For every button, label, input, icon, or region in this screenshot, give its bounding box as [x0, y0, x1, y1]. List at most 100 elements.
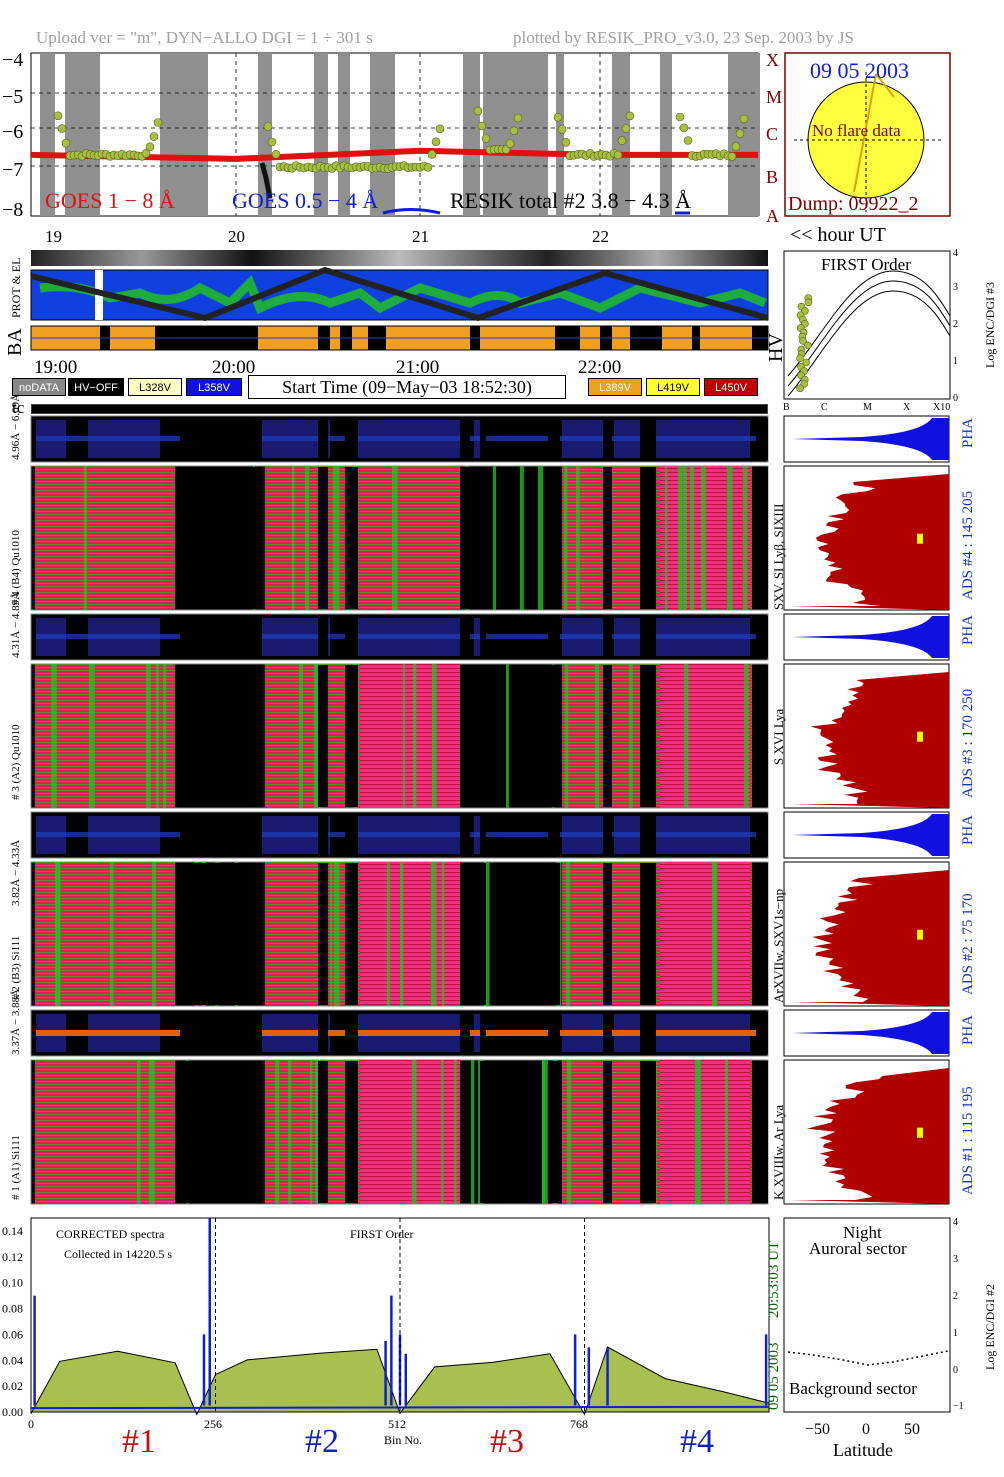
spectrogram-gap	[756, 1061, 768, 1203]
resik-point	[57, 124, 67, 133]
pha-gap	[180, 814, 262, 856]
spectrogram-gap	[460, 863, 470, 1005]
spectrogram-column	[288, 1060, 292, 1204]
ads-histogram	[790, 870, 949, 1006]
legend-l419v: L419V	[646, 378, 700, 396]
channel-mark-4: #4	[680, 1423, 714, 1460]
resik-point	[553, 113, 563, 122]
spectrogram-column	[330, 862, 333, 1006]
spectrogram-column	[156, 664, 159, 808]
spectrogram-block	[35, 664, 175, 808]
night-panel: Night Auroral sector Background sector −…	[783, 1217, 964, 1460]
ads-marker	[917, 929, 923, 940]
spectrogram-gap	[756, 863, 768, 1005]
resik-point	[61, 138, 71, 148]
spectrogram-gap	[640, 665, 656, 807]
first-order-point	[796, 354, 804, 362]
resik-point	[431, 137, 441, 147]
night-title-2: Auroral sector	[809, 1239, 907, 1258]
goes-band	[258, 53, 272, 216]
spectrogram-gap	[345, 863, 358, 1005]
spectrogram-column	[566, 862, 570, 1006]
channel-mark-3: #3	[490, 1423, 524, 1460]
resik-point	[509, 126, 519, 136]
spectrogram-gap	[640, 863, 656, 1005]
pha-gap	[756, 814, 768, 856]
resik-point	[141, 149, 151, 158]
spectrogram-column	[454, 1060, 457, 1204]
ch4-ads: ADS #4 : 145 205	[960, 490, 976, 600]
spectrogram-gap	[180, 467, 262, 609]
spectrogram-gap	[460, 665, 470, 807]
class-a: A	[766, 206, 779, 226]
first-order-point	[799, 337, 807, 345]
first-order-panel: FIRST Order 0 1 2 3 4 B C M X X10	[783, 248, 958, 413]
bin-tick: 768	[570, 1417, 588, 1431]
class-b: B	[766, 167, 778, 187]
resik-point	[427, 150, 437, 159]
fo-xtick: M	[863, 402, 872, 413]
pha-gap	[640, 814, 656, 856]
night-title-1: Night	[843, 1223, 882, 1242]
spectrogram-gap	[548, 863, 560, 1005]
first-order-points	[796, 294, 813, 393]
spectrogram-column	[314, 664, 317, 808]
resik-point	[613, 150, 623, 160]
ads-histogram	[790, 474, 949, 610]
spectrogram-gap	[180, 1061, 262, 1203]
pha-gap	[345, 1012, 358, 1054]
resik-point	[267, 137, 277, 147]
pha-gap	[548, 418, 560, 460]
resik-point	[625, 111, 635, 121]
header-right: plotted by RESIK_PRO_v3.0, 23 Sep. 2003 …	[513, 28, 854, 47]
spectrogram-gap	[548, 1061, 560, 1203]
spectrum-panel: 0.00 0.02 0.04 0.06 0.08 0.10 0.12 0.14 CORRECT…	[2, 1217, 770, 1460]
spectrogram-column	[413, 664, 417, 808]
spec-ytick: 0.00	[2, 1405, 23, 1419]
spectrogram-column	[299, 664, 303, 808]
goes-curves	[30, 106, 758, 215]
fo-ytick: 2	[953, 319, 958, 330]
goes-ytick: −7	[2, 159, 23, 181]
ads-histogram	[790, 1068, 949, 1204]
goes-ytick: −5	[2, 86, 23, 108]
spectrogram-column	[725, 1060, 729, 1204]
spectrogram-gap	[318, 863, 328, 1005]
fo-ytick: 3	[953, 282, 958, 293]
tc-strip	[31, 404, 768, 414]
goes-band	[612, 53, 630, 216]
spectrogram-column	[743, 466, 748, 610]
spec-ytick: 0.10	[2, 1276, 23, 1290]
lat-tick: −50	[805, 1421, 830, 1438]
pha-band	[36, 436, 756, 441]
spectrogram-block	[660, 1060, 750, 1204]
fo-ytick: 0	[953, 393, 958, 404]
resik-point	[727, 152, 737, 161]
pha-gap	[548, 814, 560, 856]
pha-gap	[318, 814, 328, 856]
pha-gap	[640, 1012, 656, 1054]
resik-point	[683, 136, 693, 145]
fo-xtick: X10	[933, 402, 950, 413]
goes-classes: X M C B A	[766, 50, 782, 226]
spectrogram-column	[137, 1060, 141, 1204]
night-ytick: 2	[953, 1291, 958, 1302]
goes-band	[40, 53, 55, 216]
bin-tick: 512	[388, 1417, 406, 1431]
time-tick: 19:00	[34, 357, 78, 378]
pha-gap	[318, 1012, 328, 1054]
resik-point	[679, 123, 689, 133]
spec-label-3: FIRST Order	[350, 1227, 413, 1241]
spectrogram-column	[152, 862, 156, 1006]
hour-ticks: 19 20 21 22	[45, 227, 609, 246]
resik-point	[731, 142, 741, 151]
pha-gap	[480, 616, 486, 658]
spectrogram-gap	[548, 665, 560, 807]
spectrogram-column	[565, 664, 569, 808]
pha-gap	[548, 1012, 560, 1054]
time-tick: 22:00	[578, 357, 622, 378]
pha-ads-panels	[783, 415, 950, 1205]
legend-goes-long: GOES 1 − 8 Å	[45, 188, 175, 213]
hour-tick: 20	[228, 227, 245, 246]
hour-tick: 22	[592, 227, 609, 246]
